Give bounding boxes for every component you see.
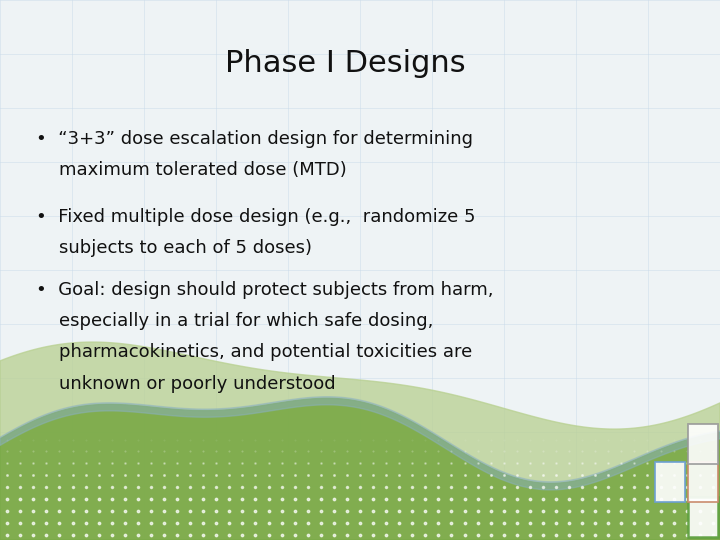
Text: •  Goal: design should protect subjects from harm,: • Goal: design should protect subjects f…	[36, 281, 493, 299]
Text: Phase I Designs: Phase I Designs	[225, 49, 466, 78]
Text: pharmacokinetics, and potential toxicities are: pharmacokinetics, and potential toxiciti…	[36, 343, 472, 361]
Text: unknown or poorly understood: unknown or poorly understood	[36, 375, 336, 393]
Text: •  “3+3” dose escalation design for determining: • “3+3” dose escalation design for deter…	[36, 130, 473, 147]
Text: especially in a trial for which safe dosing,: especially in a trial for which safe dos…	[36, 312, 433, 330]
Bar	[688, 424, 718, 464]
Bar	[688, 462, 718, 502]
Bar	[655, 462, 685, 502]
Text: subjects to each of 5 doses): subjects to each of 5 doses)	[36, 239, 312, 257]
Text: •  Fixed multiple dose design (e.g.,  randomize 5: • Fixed multiple dose design (e.g., rand…	[36, 208, 475, 226]
Bar	[688, 497, 718, 537]
Text: maximum tolerated dose (MTD): maximum tolerated dose (MTD)	[36, 161, 347, 179]
